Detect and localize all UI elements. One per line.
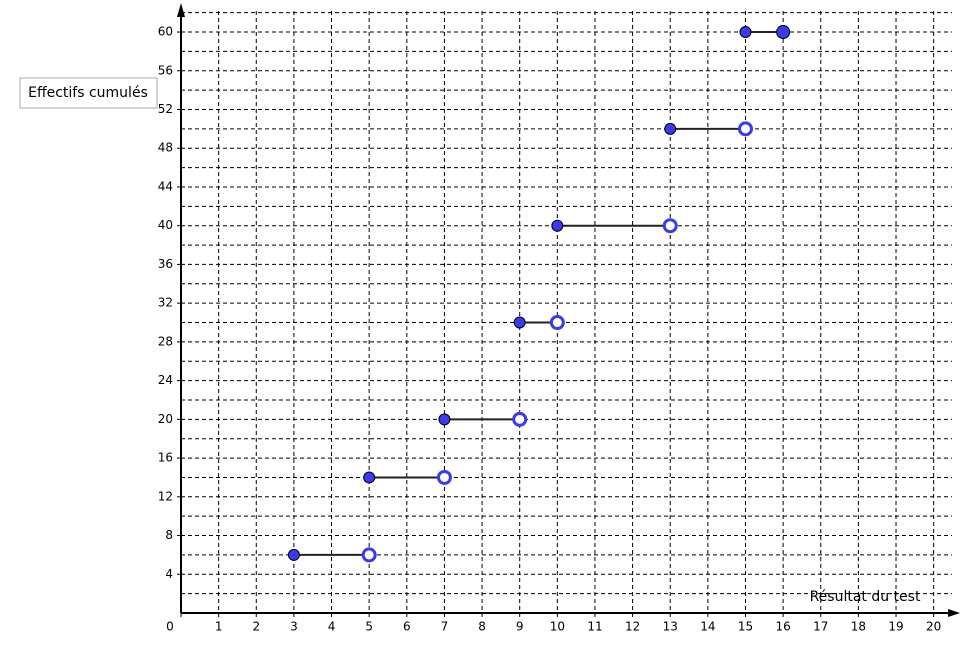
x-tick-label: 4	[328, 620, 336, 634]
x-tick-label: 17	[813, 620, 828, 634]
closed-point	[739, 26, 752, 39]
y-axis-arrow	[177, 3, 185, 17]
y-axis-label: Effectifs cumulés	[28, 85, 148, 101]
x-tick-label: 0	[166, 620, 174, 634]
closed-point	[287, 548, 300, 561]
closed-point	[664, 122, 677, 135]
x-tick-label: 15	[738, 620, 753, 634]
x-tick-label: 9	[516, 620, 524, 634]
y-tick-label: 60	[158, 25, 173, 39]
closed-point	[513, 316, 526, 329]
x-tick-label: 10	[550, 620, 565, 634]
y-tick-label: 56	[158, 63, 173, 77]
y-tick-label: 36	[158, 257, 173, 271]
x-tick-label: 20	[926, 620, 941, 634]
y-tick-label: 8	[165, 528, 173, 542]
y-tick-label: 48	[158, 141, 173, 155]
y-tick-label: 44	[158, 179, 173, 193]
y-tick-label: 16	[158, 451, 173, 465]
x-axis-arrow	[948, 609, 960, 617]
x-tick-label: 14	[700, 620, 715, 634]
open-point	[361, 547, 377, 563]
x-tick-label: 8	[478, 620, 486, 634]
x-tick-label: 18	[851, 620, 866, 634]
x-tick-label: 5	[365, 620, 373, 634]
y-tick-label: 40	[158, 218, 173, 232]
closed-point	[551, 219, 564, 232]
x-tick-label: 6	[403, 620, 411, 634]
y-tick-label: 52	[158, 102, 173, 116]
closed-point	[363, 471, 376, 484]
y-tick-label: 20	[158, 412, 173, 426]
y-tick-label: 4	[165, 567, 173, 581]
y-tick-label: 28	[158, 334, 173, 348]
x-tick-label: 16	[775, 620, 790, 634]
y-tick-label: 24	[158, 373, 173, 387]
x-tick-label: 2	[252, 620, 260, 634]
closed-point	[438, 413, 451, 426]
x-tick-label: 12	[625, 620, 640, 634]
y-label-box	[19, 77, 158, 109]
open-point	[436, 469, 452, 485]
x-tick-label: 19	[888, 620, 903, 634]
open-point	[737, 121, 753, 137]
x-tick-label: 1	[215, 620, 223, 634]
x-axis-label: Résultat du test	[810, 589, 921, 605]
x-tick-label: 3	[290, 620, 298, 634]
y-tick-label: 32	[158, 296, 173, 310]
y-tick-label: 12	[158, 489, 173, 503]
closed-point	[776, 25, 791, 40]
x-tick-label: 11	[587, 620, 602, 634]
x-tick-label: 7	[441, 620, 449, 634]
open-point	[662, 218, 678, 234]
x-tick-label: 13	[663, 620, 678, 634]
open-point	[512, 411, 528, 427]
open-point	[549, 315, 565, 331]
